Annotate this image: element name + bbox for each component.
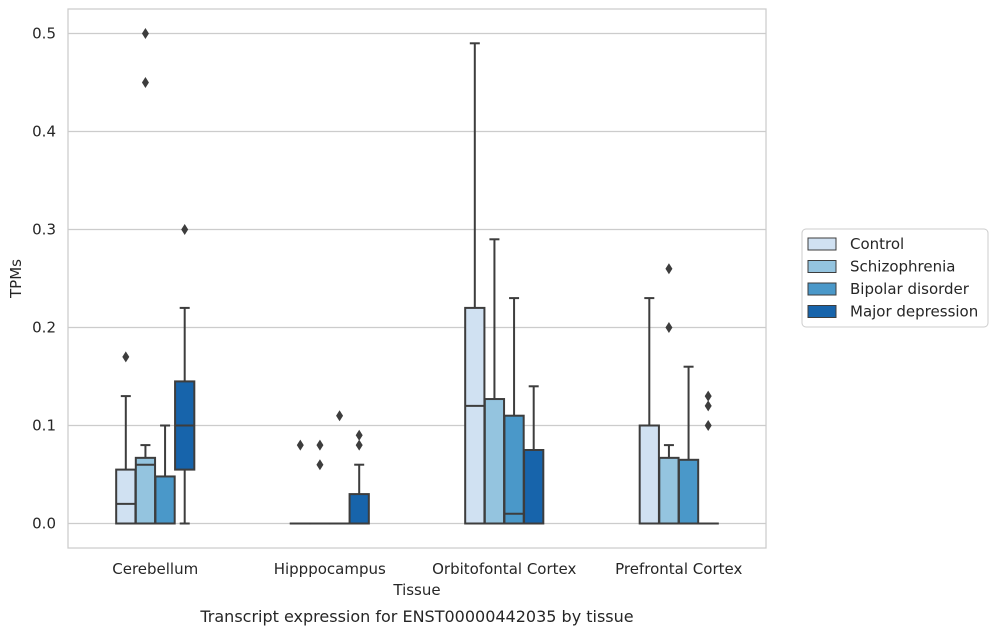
- chart-caption: Transcript expression for ENST0000044203…: [199, 607, 633, 626]
- legend-label: Major depression: [850, 303, 978, 321]
- box-body: [483, 398, 506, 525]
- x-axis: Cerebellum Hipppocampus Orbitofontal Corte…: [112, 560, 742, 578]
- legend-frame: [801, 228, 989, 328]
- y-tick-label: 0.2: [32, 319, 56, 337]
- legend-swatch: [807, 305, 837, 318]
- plot-frame: [67, 8, 767, 549]
- legend-label: Control: [850, 235, 904, 253]
- box-schizophrenia-hipppocampus: [309, 439, 331, 525]
- y-axis: 0.0 0.1 0.2 0.3 0.4 0.5: [32, 25, 56, 533]
- legend-swatch: [807, 282, 837, 296]
- box-major-depression-prefrontal-cortex: [697, 390, 719, 525]
- y-tick-label: 0.5: [32, 25, 56, 43]
- legend-swatch: [807, 237, 837, 251]
- box-control-cerebellum: [115, 351, 137, 525]
- legend: Control Schizophrenia Bipolar disorder Majo…: [801, 228, 989, 328]
- legend-label: Bipolar disorder: [850, 280, 970, 298]
- box-body: [677, 458, 700, 525]
- x-tick-label: Cerebellum: [112, 560, 198, 578]
- outlier-point: [704, 400, 712, 412]
- box-bipolar-disorder-orbitofontal-cortex: [503, 297, 525, 525]
- box-body: [523, 449, 545, 525]
- box-bipolar-disorder-prefrontal-cortex: [677, 365, 700, 525]
- outlier-point: [665, 322, 673, 333]
- box-body: [154, 475, 176, 525]
- outlier-point: [181, 224, 189, 235]
- outlier-point: [141, 77, 149, 88]
- box-schizophrenia-prefrontal-cortex: [658, 263, 680, 525]
- outlier-point: [336, 410, 344, 422]
- legend-swatch: [807, 260, 837, 273]
- box-body: [348, 493, 370, 525]
- box-major-depression-cerebellum: [174, 224, 196, 525]
- box-body: [134, 456, 157, 525]
- x-tick-label: Hipppocampus: [274, 560, 386, 578]
- y-tick-label: 0.1: [32, 417, 56, 435]
- legend-label: Schizophrenia: [850, 258, 955, 276]
- outlier-point: [355, 439, 363, 451]
- box-body: [115, 468, 137, 525]
- outlier-point: [665, 263, 673, 275]
- box-body: [658, 456, 680, 525]
- box-body: [638, 424, 660, 525]
- outlier-point: [141, 28, 149, 39]
- y-tick-label: 0.4: [32, 123, 56, 141]
- plot-area: [115, 28, 719, 525]
- x-axis-label: Tissue: [392, 581, 440, 599]
- box-major-depression-hipppocampus: [348, 429, 370, 525]
- box-body: [503, 414, 525, 525]
- box-body: [464, 306, 486, 525]
- x-tick-label: Orbitofontal Cortex: [432, 560, 576, 578]
- y-tick-label: 0.0: [32, 515, 56, 533]
- y-axis-label: TPMs: [7, 259, 25, 299]
- outlier-point: [296, 439, 304, 451]
- outlier-point: [704, 390, 712, 402]
- outlier-point: [316, 459, 324, 471]
- outlier-point: [122, 351, 130, 363]
- box-major-depression-orbitofontal-cortex: [523, 385, 545, 525]
- x-tick-label: Prefrontal Cortex: [615, 560, 742, 578]
- outlier-point: [355, 429, 363, 441]
- outlier-point: [316, 439, 324, 451]
- outlier-point: [704, 420, 712, 431]
- y-tick-label: 0.3: [32, 221, 56, 239]
- box-bipolar-disorder-cerebellum: [154, 424, 176, 525]
